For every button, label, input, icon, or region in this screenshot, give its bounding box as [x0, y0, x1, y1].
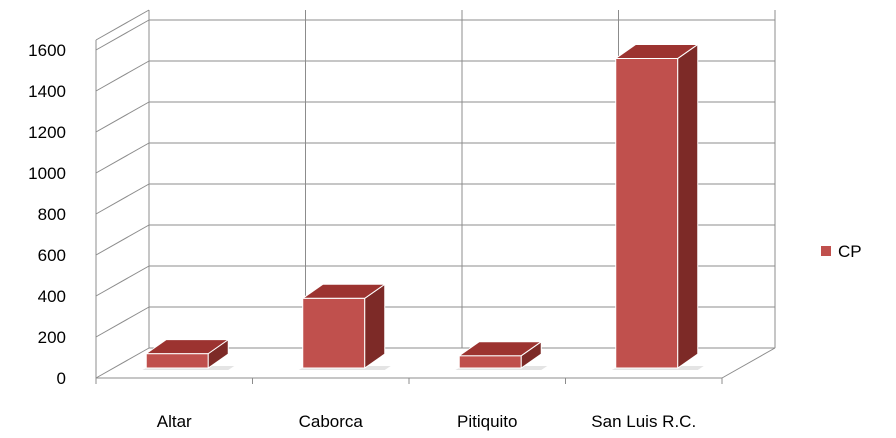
- floor-right-edge: [721, 347, 776, 379]
- chart-legend: CP: [821, 242, 862, 261]
- bar-side: [677, 43, 699, 369]
- bar-top: [301, 283, 387, 299]
- y-tick-label: 400: [38, 287, 66, 306]
- x-category-label: Caborca: [299, 412, 364, 431]
- bar-top: [614, 43, 700, 59]
- bar-front: [145, 353, 209, 369]
- y-tick-label: 600: [38, 246, 66, 265]
- y-tick-label: 1400: [28, 82, 66, 101]
- bar-pitiquito: [455, 340, 548, 370]
- side-wall-gridline: [95, 224, 150, 256]
- y-tick-label: 1600: [28, 41, 66, 60]
- side-wall-gridline: [95, 306, 150, 338]
- y-axis-tick-labels: 0 200 400 600 800 1000 1200 1400 1600: [28, 41, 66, 388]
- y-tick-label: 800: [38, 205, 66, 224]
- side-wall-gridline: [95, 60, 150, 92]
- y-tick-label: 200: [38, 328, 66, 347]
- x-category-label: San Luis R.C.: [591, 412, 696, 431]
- side-wall-gridline: [95, 347, 150, 379]
- legend-label: CP: [838, 242, 862, 261]
- bar-top: [457, 341, 543, 357]
- side-wall-gridline: [95, 142, 150, 174]
- side-wall-gridline: [95, 19, 150, 51]
- side-wall-gridline: [95, 101, 150, 133]
- bar-altar: [142, 338, 235, 370]
- bar-front: [458, 355, 522, 369]
- bar-caborca: [298, 283, 391, 370]
- y-tick-label: 1000: [28, 164, 66, 183]
- bar-top: [144, 339, 230, 355]
- bar-side: [364, 283, 386, 369]
- bar-front: [615, 57, 679, 369]
- y-tick-label: 1200: [28, 123, 66, 142]
- bar-front: [302, 297, 366, 369]
- x-category-label: Altar: [157, 412, 192, 431]
- x-category-label: Pitiquito: [457, 412, 517, 431]
- x-axis-category-labels: Altar Caborca Pitiquito San Luis R.C.: [157, 412, 696, 431]
- chart-bars: [142, 43, 704, 370]
- side-wall-gridline: [95, 183, 150, 215]
- side-wall-gridline: [95, 265, 150, 297]
- side-wall-top-edge: [95, 9, 150, 41]
- legend-swatch: [821, 246, 831, 256]
- bar-san-luis-r-c: [611, 43, 704, 370]
- y-tick-label: 0: [57, 369, 66, 388]
